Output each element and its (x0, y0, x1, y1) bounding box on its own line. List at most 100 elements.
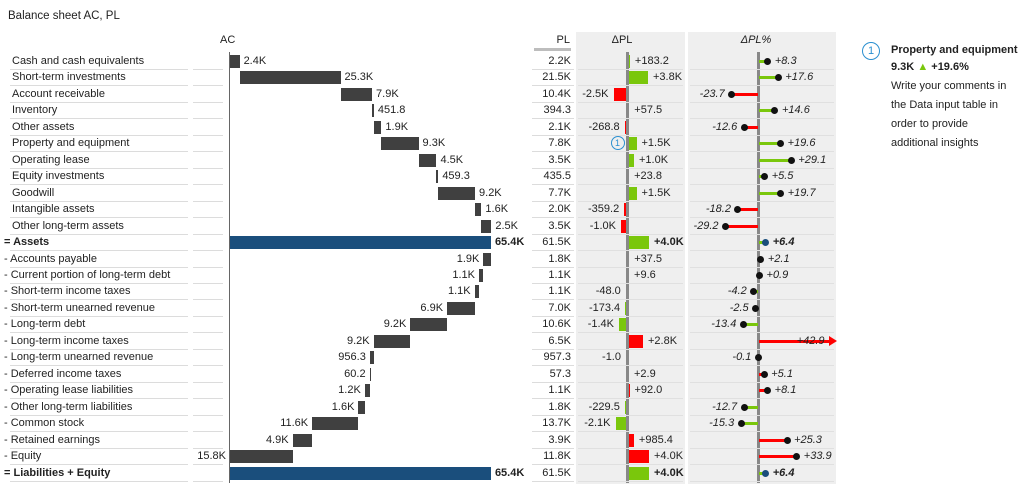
row-separator (10, 101, 188, 103)
row-separator (578, 480, 683, 482)
delta-pl-percent-dot (777, 140, 785, 148)
delta-pl-value: -173.4 (588, 301, 621, 314)
row-separator (578, 85, 683, 87)
comment-line-3: order to provide (891, 118, 969, 130)
ac-value: 4.9K (265, 433, 289, 446)
delta-pl-percent-dot (722, 222, 729, 230)
comment-marker-icon[interactable]: 1 (862, 42, 880, 60)
row-separator (10, 134, 188, 136)
row-separator (10, 200, 188, 202)
pl-value: 2.0K (548, 203, 571, 216)
ac-value: 1.6K (485, 203, 509, 216)
pl-value: 7.8K (548, 137, 571, 150)
delta-pl-percent-header: ΔPL% (740, 34, 772, 46)
delta-pl-value: +23.8 (634, 170, 662, 183)
row-separator (532, 167, 574, 169)
delta-pl-percent-value: +29.1 (798, 153, 827, 166)
delta-pl-bar (629, 433, 634, 447)
delta-pl-percent-line (744, 405, 759, 409)
ac-value: 60.2 (344, 367, 366, 380)
ac-value: 459.3 (442, 170, 470, 183)
delta-pl-percent-dot (740, 403, 748, 411)
delta-pl-percent-dot (793, 453, 801, 461)
delta-pl-percent-value: +6.4 (772, 466, 795, 479)
delta-pl-bar (629, 334, 643, 348)
ac-bar (436, 170, 439, 184)
row-label: - Short-term unearned revenue (4, 301, 156, 314)
row-separator (193, 480, 223, 482)
row-separator (193, 365, 223, 367)
ac-bar (438, 186, 476, 200)
row-separator (193, 282, 223, 284)
row-separator (532, 414, 574, 416)
row-label: - Equity (4, 450, 42, 463)
delta-pl-bar (629, 153, 634, 167)
ac-value: 1.1K (447, 285, 471, 298)
ac-value: 451.8 (377, 104, 406, 117)
row-separator (532, 431, 574, 433)
row-separator (578, 151, 683, 153)
delta-pl-percent-value: -12.6 (712, 120, 738, 133)
row-separator (578, 167, 683, 169)
row-separator (10, 233, 188, 235)
delta-pl-percent-value: +5.5 (771, 170, 794, 183)
row-separator (193, 381, 223, 383)
row-separator (193, 167, 223, 169)
delta-pl-value: +9.6 (634, 268, 656, 281)
row-separator (578, 398, 683, 400)
ac-header: AC (220, 34, 236, 46)
ac-bar (358, 400, 365, 414)
ac-bar (369, 351, 374, 365)
delta-pl-percent-dot (739, 321, 747, 329)
row-separator (532, 282, 574, 284)
ac-value: 1.2K (338, 384, 361, 397)
row-separator (690, 151, 834, 153)
row-separator (10, 69, 188, 70)
delta-pl-percent-line (725, 224, 759, 228)
row-separator (10, 332, 188, 334)
row-separator (10, 282, 188, 284)
pl-value: 7.7K (548, 186, 571, 199)
row-separator (532, 299, 574, 301)
row-separator (10, 167, 188, 169)
delta-pl-value: +4.0K (654, 466, 684, 479)
ac-bar (478, 268, 484, 282)
delta-pl-percent-dot (761, 173, 769, 181)
row-separator (10, 118, 188, 120)
delta-pl-bar (624, 120, 626, 134)
row-label: - Other long-term liabilities (4, 400, 133, 413)
row-separator (578, 381, 683, 383)
delta-pl-percent-line (758, 339, 829, 343)
row-label: Property and equipment (12, 137, 130, 150)
delta-pl-percent-dot (752, 304, 760, 312)
row-separator (690, 365, 834, 367)
ac-value: 9.2K (479, 186, 502, 199)
delta-pl-percent-dot (754, 354, 762, 362)
row-separator (10, 381, 188, 383)
delta-pl-percent-dot (734, 206, 742, 214)
delta-pl-percent-line (758, 109, 775, 113)
comment-marker-icon[interactable]: 1 (610, 136, 625, 151)
row-separator (578, 464, 683, 466)
delta-pl-value: +1.0K (639, 153, 669, 166)
row-separator (193, 250, 223, 252)
row-separator (578, 200, 683, 202)
delta-pl-percent-value: +42.9 (796, 334, 825, 347)
pl-value: 61.5K (542, 466, 571, 479)
pl-value: 61.5K (542, 236, 571, 249)
overflow-arrow-icon (828, 335, 837, 346)
row-separator (578, 101, 683, 103)
row-separator (578, 365, 683, 367)
ac-bar (447, 301, 475, 315)
ac-value: 7.9K (376, 87, 399, 100)
row-separator (193, 414, 223, 416)
row-separator (690, 167, 834, 169)
up-arrow-icon: ▲ (917, 61, 929, 73)
row-separator (532, 447, 574, 449)
ac-value: 65.4K (494, 466, 525, 479)
row-separator (10, 480, 188, 482)
row-separator (690, 250, 834, 252)
delta-pl-value: -2.5K (582, 87, 609, 100)
ac-bar (475, 203, 482, 217)
ac-value: 1.9K (456, 252, 480, 265)
